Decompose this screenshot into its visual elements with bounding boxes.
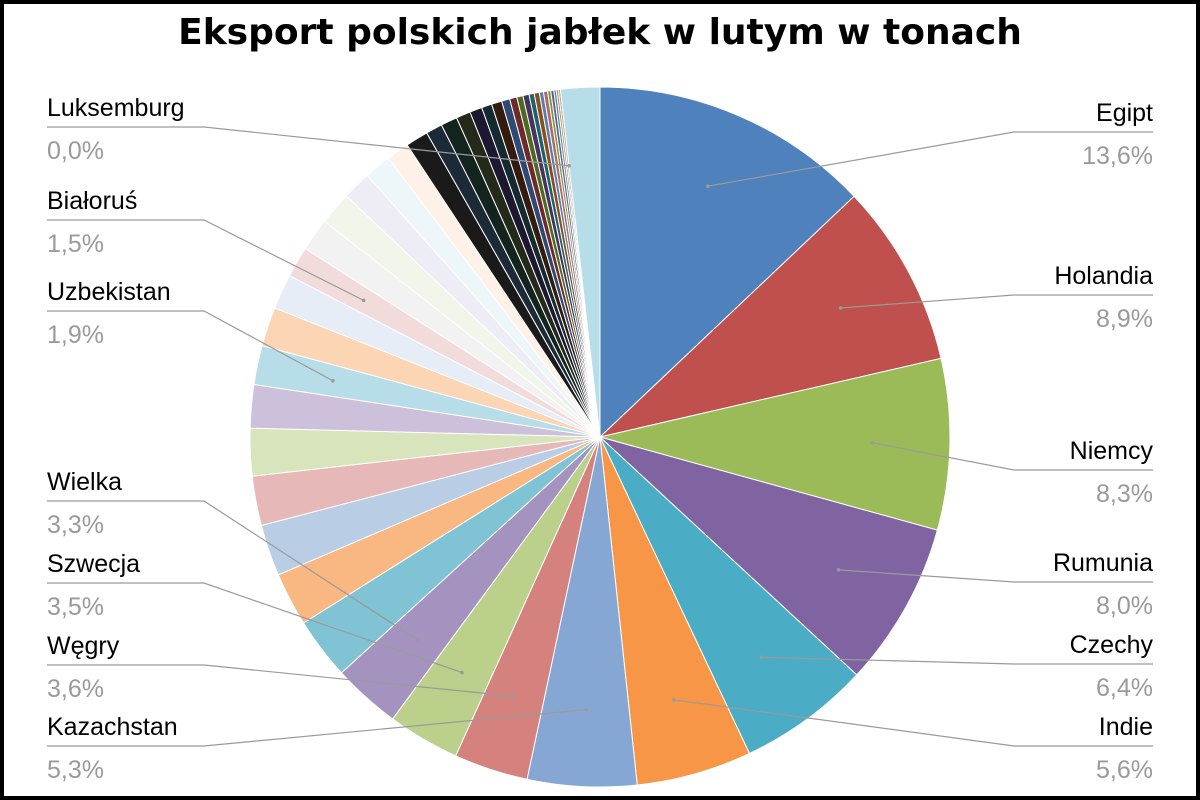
- pie-slice-czechy: [599, 436, 858, 755]
- slice-percent-egipt: 13,6%: [1082, 142, 1153, 170]
- slice-percent-niemcy: 8,3%: [1096, 480, 1153, 508]
- pie-slice-egipt: [599, 86, 855, 439]
- leader-dot-luksemburg: [567, 163, 571, 168]
- leader-dot-holandia: [838, 306, 843, 310]
- pie-slice-rumunia: [599, 436, 939, 676]
- leader-dot-węgry: [512, 694, 517, 699]
- leader-dot-kazachstan: [584, 707, 588, 712]
- slice-label-niemcy: Niemcy: [1070, 437, 1154, 465]
- pie-slice-niemcy: [599, 357, 951, 531]
- leader-line-uzbekistan: [47, 310, 334, 382]
- leader-dot-uzbekistan: [331, 378, 335, 383]
- leader-line-kazachstan: [47, 709, 586, 747]
- pie-chart: Egipt 13,6% Holandia 8,9% Niemcy 8,3% Rumunia 8…: [47, 86, 1154, 788]
- slice-label-holandia: Holandia: [1054, 262, 1153, 290]
- slice-label-rumunia: Rumunia: [1053, 549, 1153, 577]
- slice-percent-uzbekistan: 1,9%: [47, 321, 104, 349]
- leader-line-holandia: [840, 294, 1153, 309]
- leader-dot-rumunia: [836, 568, 841, 572]
- leader-line-niemcy: [872, 442, 1153, 471]
- pie-slice-holandia: [598, 195, 942, 438]
- leader-dot-wielka: [415, 638, 420, 642]
- slice-label-białoruś: Białoruś: [47, 187, 137, 215]
- leader-dot-niemcy: [871, 441, 875, 445]
- leader-line-szwecja: [47, 582, 463, 674]
- slice-percent-rumunia: 8,0%: [1096, 592, 1153, 620]
- slice-label-indie: Indie: [1099, 713, 1153, 741]
- slice-percent-luksemburg: 0,0%: [47, 137, 104, 165]
- leader-dot-białoruś: [361, 298, 366, 303]
- leader-line-indie: [673, 699, 1153, 747]
- slice-percent-węgry: 3,6%: [47, 675, 104, 703]
- slice-percent-kazachstan: 5,3%: [47, 756, 104, 784]
- leader-line-węgry: [47, 664, 515, 697]
- slice-percent-szwecja: 3,5%: [47, 593, 104, 621]
- slice-percent-indie: 5,6%: [1096, 756, 1153, 784]
- chart-title: Eksport polskich jabłek w lutym w tonach: [178, 12, 1022, 53]
- slice-percent-wielka: 3,3%: [47, 511, 104, 539]
- slice-label-wielka: Wielka: [47, 468, 122, 496]
- leader-dot-egipt: [706, 184, 710, 189]
- slice-label-egipt: Egipt: [1096, 99, 1153, 127]
- leader-line-luksemburg: [47, 126, 570, 167]
- slice-label-uzbekistan: Uzbekistan: [47, 278, 171, 306]
- leader-line-rumunia: [838, 569, 1153, 583]
- slice-label-luksemburg: Luksemburg: [47, 94, 185, 122]
- slice-percent-czechy: 6,4%: [1096, 674, 1153, 702]
- slice-label-szwecja: Szwecja: [47, 550, 140, 578]
- slice-percent-białoruś: 1,5%: [47, 230, 104, 258]
- slice-label-kazachstan: Kazachstan: [47, 713, 178, 741]
- leader-line-wielka: [47, 500, 418, 641]
- leader-line-czechy: [761, 656, 1153, 665]
- leader-dot-czechy: [759, 655, 764, 660]
- slice-label-czechy: Czechy: [1070, 631, 1154, 659]
- slice-label-węgry: Węgry: [47, 632, 120, 660]
- pie-slice: [559, 86, 601, 438]
- leader-line-białoruś: [47, 219, 364, 301]
- leader-dot-indie: [672, 698, 676, 702]
- slice-percent-holandia: 8,9%: [1096, 305, 1153, 333]
- leader-dot-szwecja: [460, 670, 464, 675]
- leader-line-egipt: [707, 131, 1153, 187]
